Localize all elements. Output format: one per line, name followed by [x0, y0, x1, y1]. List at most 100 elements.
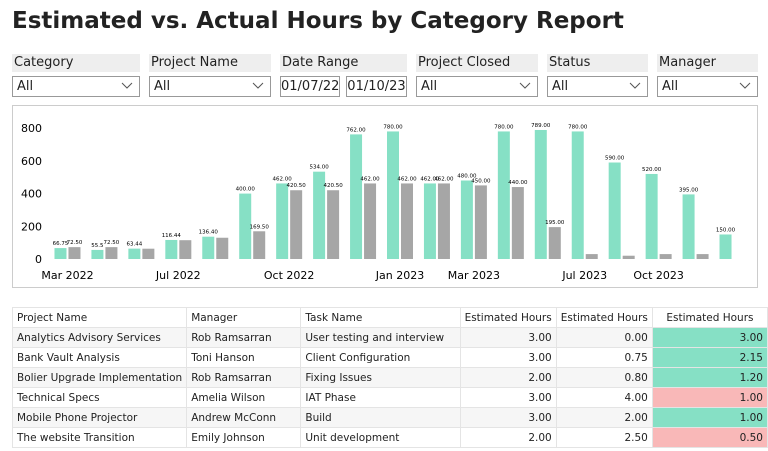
bar [437, 183, 450, 259]
bar [401, 183, 413, 259]
y-tick-label: 200 [21, 220, 42, 233]
date-input[interactable]: 01/10/23 [346, 76, 407, 97]
y-tick-label: 400 [21, 188, 42, 201]
data-label: 590.00 [605, 156, 625, 162]
dropdown-value: All [421, 79, 438, 94]
bar [165, 239, 178, 259]
data-label: 66.75 [53, 241, 69, 247]
data-label: 420.50 [287, 183, 307, 189]
bar [645, 173, 658, 259]
filter-label: Project Closed [416, 54, 538, 72]
bar [696, 254, 709, 259]
y-tick-label: 600 [21, 155, 42, 168]
data-label: 780.00 [568, 124, 588, 130]
table-cell: 2.50 [555, 427, 653, 448]
dropdown[interactable]: All [416, 76, 538, 97]
bar [511, 187, 524, 259]
table-cell: 3.00 [459, 327, 557, 348]
dropdown[interactable]: All [12, 76, 140, 97]
table-cell: 0.50 [651, 427, 768, 448]
x-tick-label: Jul 2022 [155, 269, 201, 282]
table-row: Bank Vault Analysis Toni Hanson Client Con… [11, 347, 768, 368]
bar [276, 183, 289, 259]
table-cell: Andrew McConn [186, 407, 302, 428]
table-cell: 3.00 [459, 407, 557, 428]
data-label: 72.50 [67, 240, 83, 246]
bar [327, 190, 340, 259]
x-tick-label: Jul 2023 [561, 269, 607, 282]
bar [364, 183, 377, 259]
table-cell: Mobile Phone Projector [11, 407, 188, 428]
chevron [519, 82, 531, 89]
dropdown-value: All [662, 79, 679, 94]
y-tick-label: 0 [35, 253, 42, 266]
bar [474, 185, 487, 259]
table-row: The website Transition Emily Johnson Unit … [11, 427, 768, 448]
data-label: 462.00 [420, 176, 440, 182]
bar [497, 131, 510, 259]
bar [253, 231, 266, 259]
table-cell: 0.75 [555, 347, 653, 368]
data-label: 136.40 [199, 230, 219, 236]
bar [54, 248, 67, 259]
filter-label: Date Range [280, 54, 407, 72]
table-row: Analytics Advisory Services Rob Ramsarran… [11, 327, 768, 348]
bar [350, 134, 363, 259]
data-label: 780.00 [494, 124, 514, 130]
table-cell: User testing and interview [300, 327, 461, 348]
x-tick-label: Jan 2023 [375, 269, 424, 282]
table-cell: IAT Phase [300, 387, 461, 408]
data-label: 400.00 [236, 187, 256, 193]
y-tick-label: 800 [21, 122, 42, 135]
chevron [629, 82, 641, 89]
data-label: 55.5 [91, 243, 104, 249]
table-cell: 3.00 [651, 327, 768, 348]
date-input[interactable]: 01/07/22 [280, 76, 340, 97]
column-header: Task Name [300, 307, 461, 328]
table-cell: Client Configuration [300, 347, 461, 368]
table-cell: Build [300, 407, 461, 428]
table-cell: Bolier Upgrade Implementation [11, 367, 188, 388]
table-cell: 1.00 [651, 387, 768, 408]
table-cell: 0.80 [555, 367, 653, 388]
bar [91, 249, 104, 259]
bar [659, 254, 672, 259]
dropdown-value: All [154, 79, 171, 94]
table-cell: 3.00 [459, 387, 557, 408]
table-cell: Rob Ramsarran [186, 327, 302, 348]
table-row: Bolier Upgrade Implementation Rob Ramsarr… [11, 367, 768, 388]
data-label: 480.00 [457, 174, 477, 180]
table-cell: 4.00 [555, 387, 653, 408]
data-label: 63.44 [126, 242, 142, 248]
x-tick-label: Oct 2022 [264, 269, 315, 282]
bar [202, 236, 215, 259]
bar [216, 237, 229, 259]
data-label: 440.00 [508, 180, 528, 186]
filter-label: Project Name [149, 54, 271, 72]
table-cell: Fixing Issues [300, 367, 461, 388]
bar [387, 131, 399, 259]
chevron [739, 82, 751, 89]
bar [179, 240, 192, 259]
table-cell: Analytics Advisory Services [11, 327, 188, 348]
table-row: Mobile Phone Projector Andrew McConn Build… [11, 407, 768, 428]
table-cell: The website Transition [11, 427, 188, 448]
table-cell: Bank Vault Analysis [11, 347, 188, 368]
data-label: 195.00 [545, 220, 565, 226]
x-tick-label: Mar 2022 [41, 269, 93, 282]
column-header: Estimated Hours [459, 307, 557, 328]
bar [622, 255, 635, 259]
bar [239, 193, 252, 259]
filter-label: Category [12, 54, 140, 72]
chart: 0 200 400 600 800 66.75 55.5 63.44 116.44 136.40 4… [21, 122, 736, 282]
dropdown[interactable]: All [149, 76, 271, 97]
bar [548, 227, 561, 259]
dropdown[interactable]: All [547, 76, 648, 97]
dropdown[interactable]: All [657, 76, 758, 97]
table-cell: 1.20 [651, 367, 768, 388]
filter-label: Manager [657, 54, 758, 72]
data-label: 169.50 [250, 224, 270, 230]
table-cell: Unit development [300, 427, 461, 448]
data-label: 420.50 [323, 183, 343, 189]
data-table: Project Name Manager Task Name Estimated Ho… [11, 307, 768, 448]
